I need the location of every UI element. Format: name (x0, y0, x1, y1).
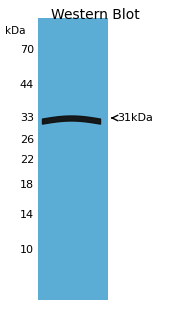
Text: 31kDa: 31kDa (117, 113, 153, 123)
Text: kDa: kDa (5, 26, 25, 36)
Text: 22: 22 (20, 155, 34, 165)
Text: 44: 44 (20, 80, 34, 90)
Text: 70: 70 (20, 45, 34, 55)
Text: Western Blot: Western Blot (51, 8, 139, 22)
Text: 26: 26 (20, 135, 34, 145)
Text: 18: 18 (20, 180, 34, 190)
Text: 14: 14 (20, 210, 34, 220)
Text: 10: 10 (20, 245, 34, 255)
Text: 33: 33 (20, 113, 34, 123)
Bar (38, 18, 108, 300)
